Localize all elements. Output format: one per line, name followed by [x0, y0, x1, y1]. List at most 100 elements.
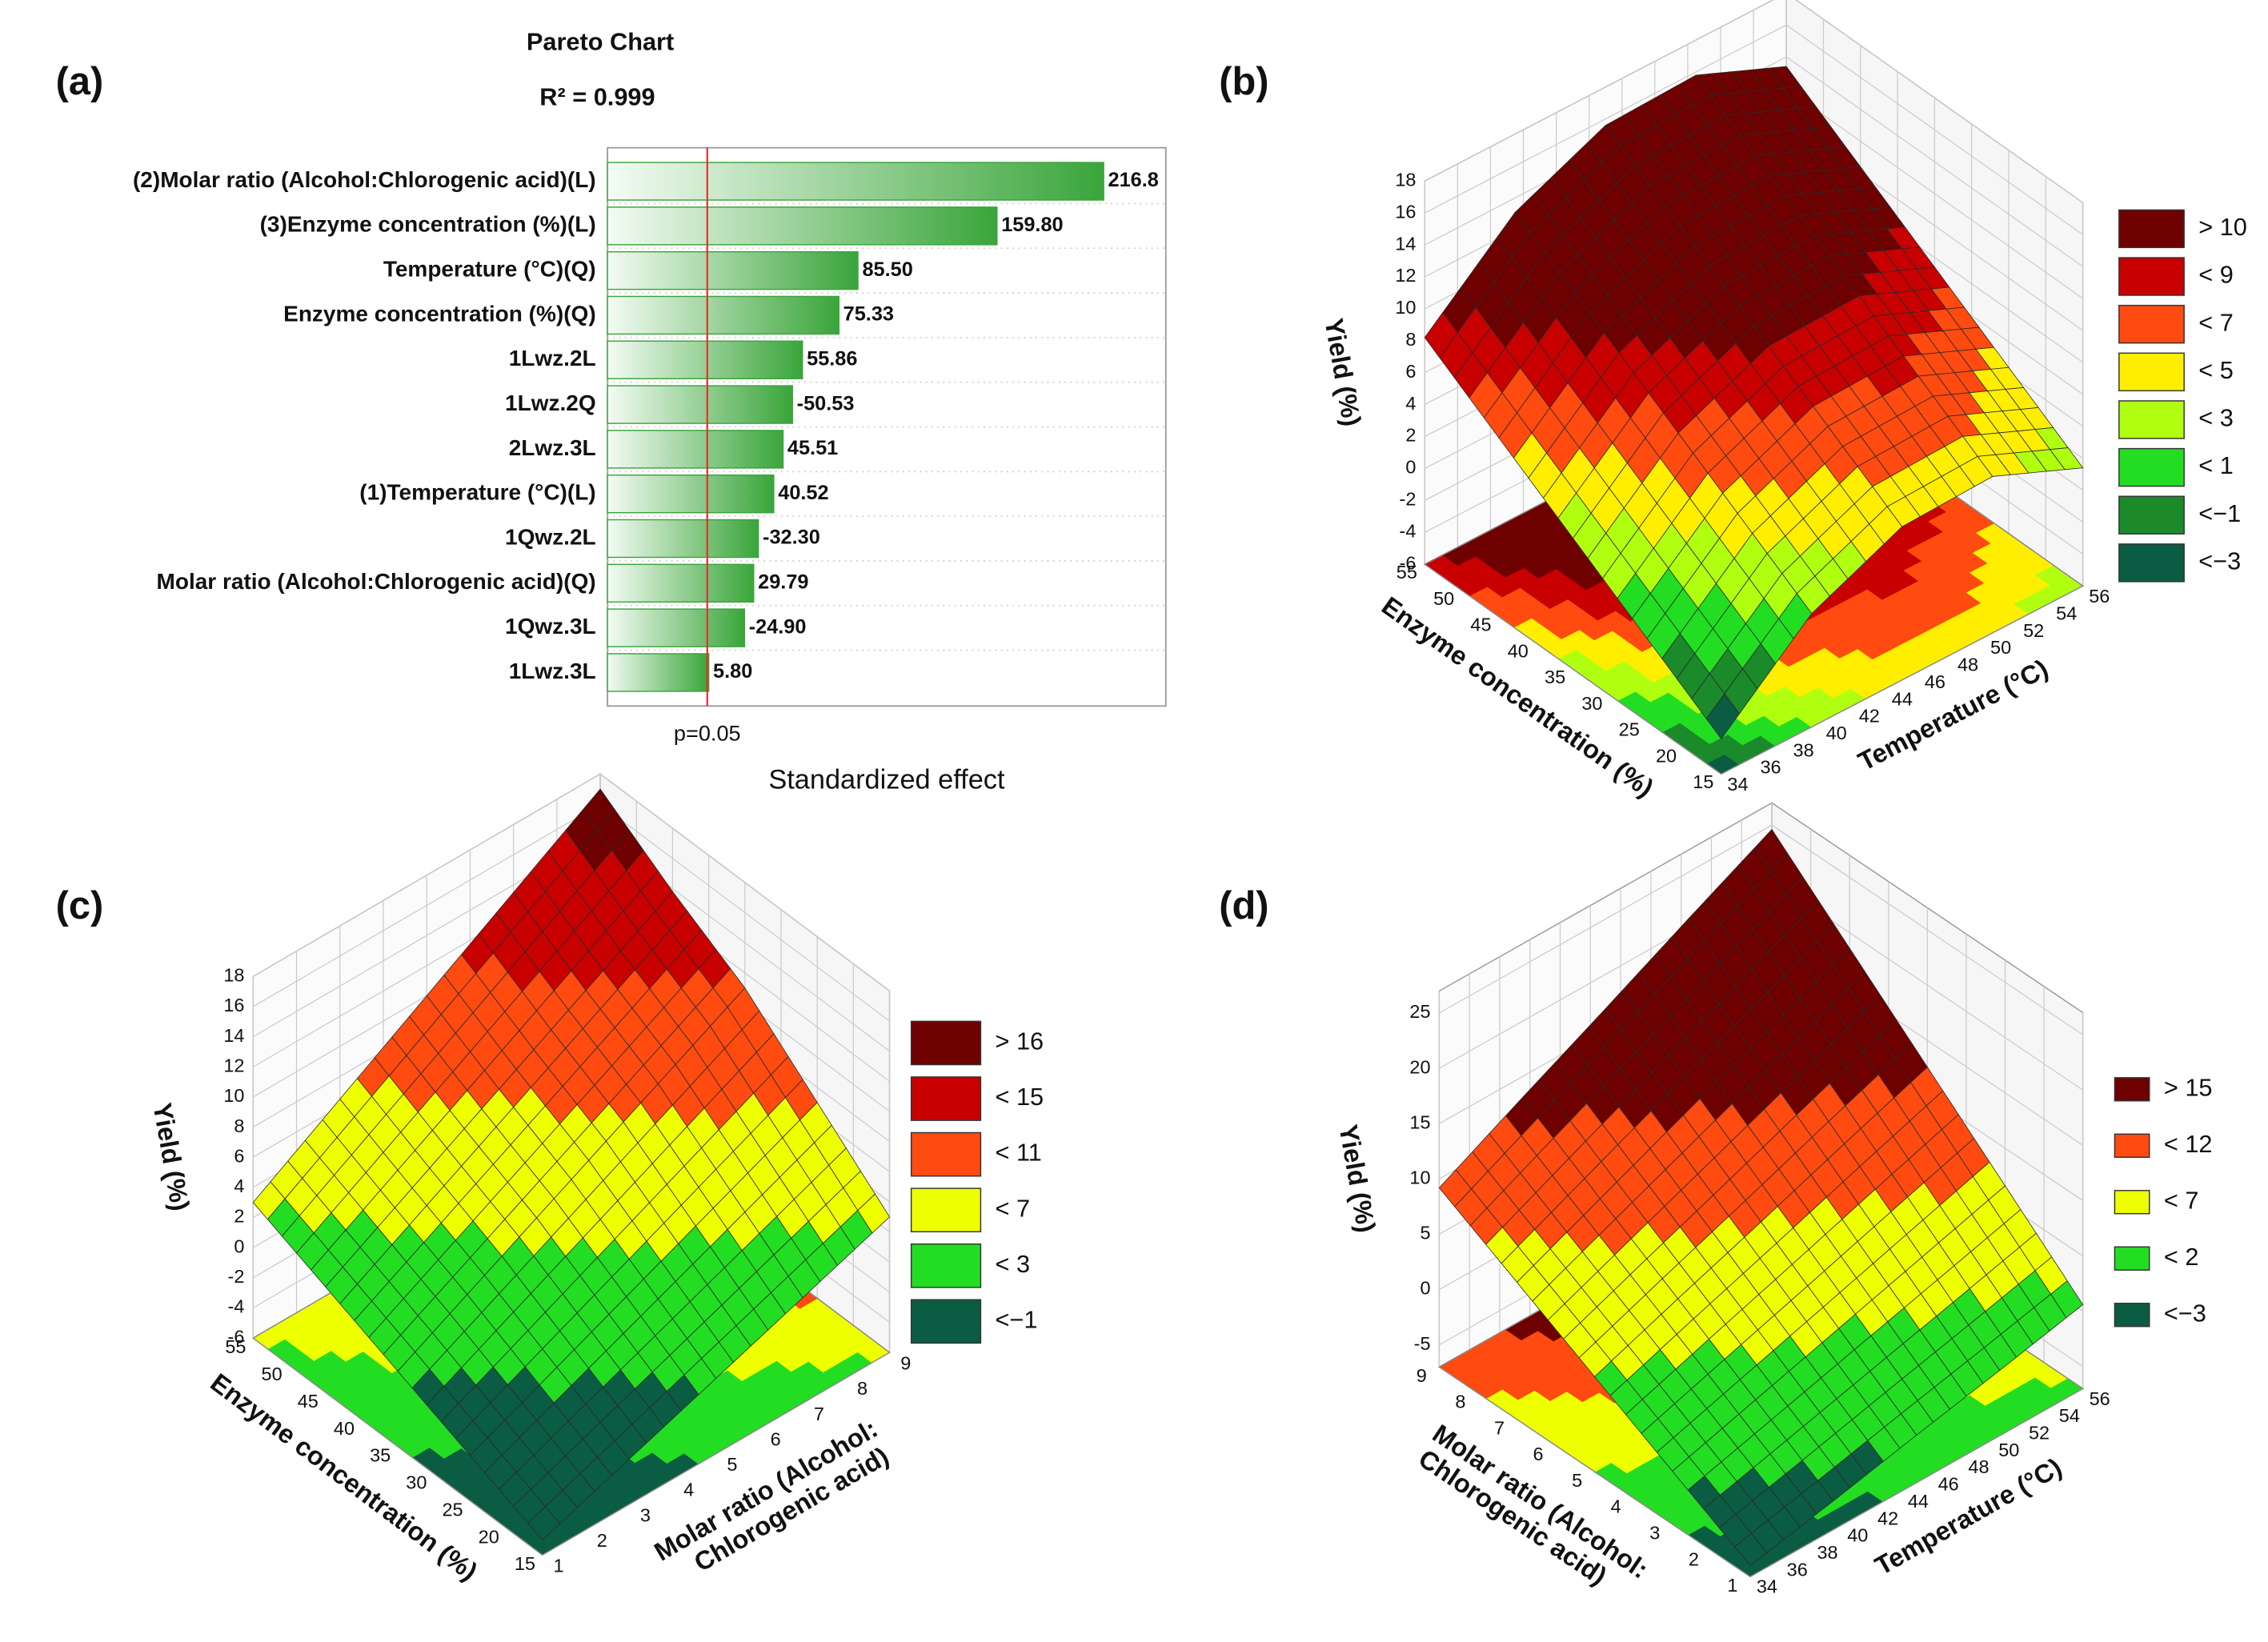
x-tick-label: 42: [1877, 1508, 1898, 1528]
y-tick-label: 45: [298, 1391, 319, 1412]
chart-subtitle: R² = 0.999: [539, 82, 655, 110]
legend-label: < 7: [2164, 1186, 2199, 1214]
category-label: 1Qwz.2L: [505, 524, 596, 549]
z-tick-label: 18: [223, 964, 244, 985]
category-label: Molar ratio (Alcohol:Chlorogenic acid)(Q…: [157, 569, 596, 594]
legend-swatch: [910, 1187, 982, 1233]
category-label: (3)Enzyme concentration (%)(L): [260, 212, 596, 237]
legend-swatch: [2118, 447, 2185, 487]
y-tick-label: 20: [479, 1526, 499, 1547]
bar: [607, 474, 775, 514]
y-tick-label: 15: [1693, 771, 1713, 792]
y-tick-label: 15: [515, 1553, 535, 1574]
z-tick-label: 15: [1409, 1111, 1430, 1132]
value-label: 45.51: [787, 437, 838, 459]
x-tick-label: 4: [683, 1480, 694, 1500]
value-label: -24.90: [749, 615, 807, 638]
y-tick-label: 4: [1611, 1496, 1621, 1517]
legend-swatch: [910, 1299, 982, 1344]
z-tick-label: 4: [234, 1175, 244, 1196]
z-tick-label: 12: [223, 1055, 244, 1075]
x-tick-label: 40: [1847, 1525, 1868, 1546]
value-label: 40.52: [778, 482, 828, 504]
category-label: 1Lwz.2L: [509, 346, 596, 370]
y-tick-label: 30: [406, 1472, 427, 1493]
y-tick-label: 5: [1572, 1470, 1582, 1491]
panel-label: (b): [1219, 60, 1268, 103]
y-tick-label: 40: [1508, 640, 1529, 661]
legend-swatch: [2114, 1190, 2150, 1215]
y-tick-label: 9: [1416, 1365, 1427, 1386]
y-tick-label: 55: [225, 1336, 246, 1357]
legend-label: < 7: [2198, 308, 2234, 336]
x-tick-label: 56: [2089, 586, 2110, 607]
legend-label: < 11: [995, 1139, 1041, 1167]
y-tick-label: 40: [334, 1418, 355, 1439]
y-tick-label: 3: [1649, 1523, 1660, 1544]
category-label: Temperature (°C)(Q): [383, 257, 596, 282]
z-axis-title: Yield (%): [1333, 1123, 1380, 1235]
z-tick-label: -2: [1400, 489, 1416, 510]
value-label: 85.50: [862, 258, 912, 281]
x-tick-label: 7: [814, 1404, 824, 1424]
legend-swatch: [2118, 304, 2185, 344]
legend-swatch: [2118, 352, 2185, 392]
z-tick-label: 14: [223, 1025, 244, 1046]
x-tick-label: 52: [2023, 620, 2044, 641]
y-tick-label: 6: [1533, 1444, 1544, 1464]
y-tick-label: 30: [1581, 693, 1602, 714]
bar: [607, 430, 784, 469]
z-tick-label: 6: [1405, 361, 1416, 382]
surface-cell: [1733, 1532, 1768, 1567]
x-tick-label: 5: [727, 1454, 737, 1475]
bar: [607, 385, 793, 424]
legend-swatch: [2118, 495, 2185, 535]
z-tick-label: 2: [234, 1206, 244, 1227]
z-tick-label: 16: [1395, 201, 1416, 222]
category-label: (1)Temperature (°C)(L): [359, 480, 595, 505]
value-label: 5.80: [713, 660, 752, 683]
category-label: Enzyme concentration (%)(Q): [283, 301, 595, 326]
z-tick-label: 10: [1395, 297, 1416, 318]
z-tick-label: -6: [228, 1326, 245, 1347]
x-tick-label: 46: [1938, 1474, 1959, 1495]
category-label: 1Lwz.2Q: [505, 390, 596, 415]
y-tick-label: 2: [1689, 1548, 1699, 1569]
x-tick-label: 34: [1757, 1576, 1777, 1597]
z-tick-label: 12: [1395, 265, 1416, 286]
x-tick-label: 8: [857, 1378, 868, 1399]
z-tick-label: -6: [1400, 552, 1416, 573]
value-label: -32.30: [763, 527, 820, 549]
legend-swatch: [2114, 1133, 2150, 1158]
x-tick-label: 44: [1908, 1491, 1929, 1512]
legend-swatch: [910, 1243, 982, 1288]
x-tick-label: 36: [1787, 1559, 1808, 1580]
value-label: 75.33: [843, 303, 894, 326]
y-tick-label: 45: [1470, 615, 1491, 635]
z-axis-title: Yield (%): [1319, 316, 1366, 428]
legend-label: > 15: [2164, 1073, 2213, 1101]
legend-swatch: [2114, 1246, 2150, 1271]
x-axis-title: Standardized effect: [768, 764, 1005, 795]
legend-label: > 16: [995, 1027, 1044, 1055]
z-tick-label: 0: [234, 1236, 244, 1256]
value-label: 159.80: [1001, 214, 1063, 236]
z-tick-label: -4: [1400, 520, 1416, 541]
z-tick-label: 10: [1409, 1167, 1430, 1188]
x-tick-label: 3: [640, 1504, 651, 1525]
x-tick-label: 2: [597, 1530, 607, 1551]
legend-swatch: [910, 1131, 982, 1177]
chart-title: Pareto Chart: [527, 28, 674, 56]
x-tick-label: 34: [1727, 774, 1748, 795]
x-tick-label: 36: [1760, 757, 1781, 778]
legend-swatch: [910, 1076, 982, 1121]
z-tick-label: 18: [1395, 169, 1416, 190]
bar: [607, 295, 839, 335]
legend-label: < 15: [995, 1083, 1044, 1111]
legend-swatch: [2118, 257, 2185, 296]
legend-label: < 2: [2164, 1243, 2199, 1271]
x-tick-label: 48: [1968, 1456, 1989, 1477]
z-tick-label: 0: [1420, 1278, 1430, 1299]
legend-label: > 10: [2198, 213, 2247, 241]
x-tick-label: 38: [1817, 1542, 1837, 1563]
